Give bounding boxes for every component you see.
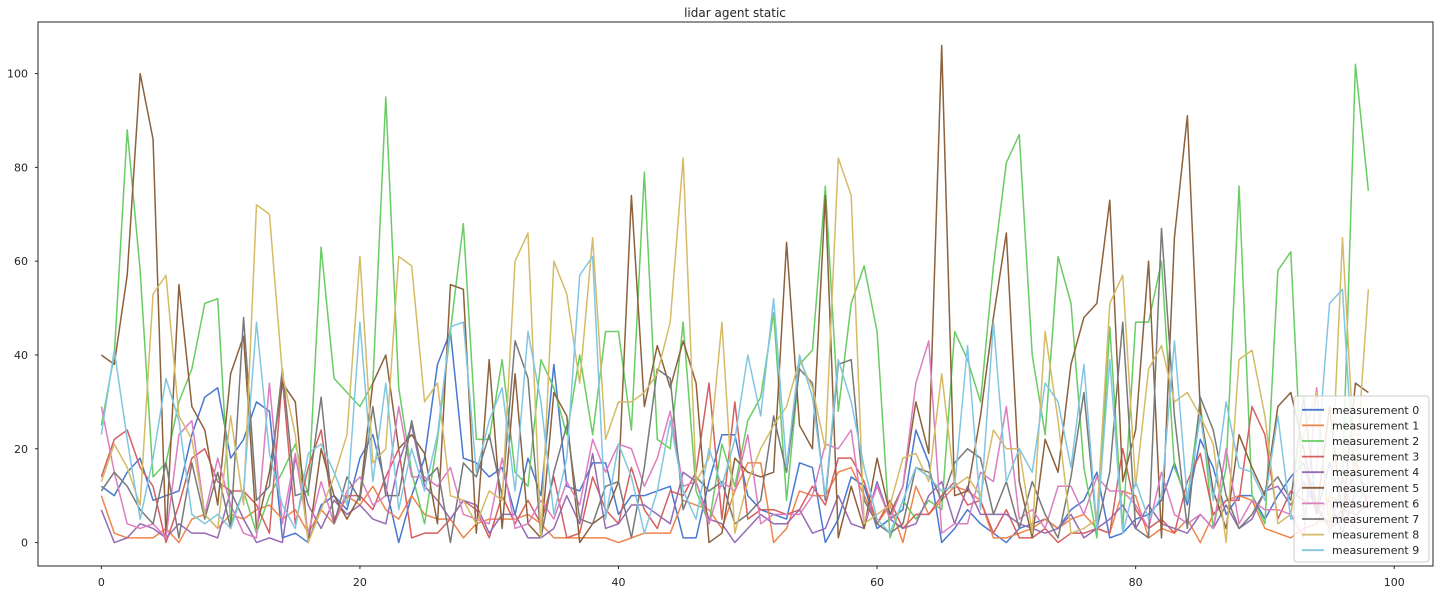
y-tick-label: 60 <box>14 255 28 268</box>
legend-label-7: measurement 7 <box>1332 513 1419 526</box>
legend-box <box>1293 395 1430 563</box>
y-tick-label: 20 <box>14 443 28 456</box>
legend-label-5: measurement 5 <box>1332 482 1419 495</box>
y-tick-label: 0 <box>21 537 28 550</box>
y-tick-label: 100 <box>7 68 28 81</box>
legend-label-3: measurement 3 <box>1332 451 1419 464</box>
series-line-8 <box>100 157 1370 544</box>
legend-label-6: measurement 6 <box>1332 497 1419 510</box>
legend: measurement 0 measurement 1 measurement 2 m… <box>1293 395 1430 563</box>
y-tick-label: 80 <box>14 161 28 174</box>
legend-label-2: measurement 2 <box>1332 435 1419 448</box>
series-line-9 <box>100 255 1369 534</box>
y-tick-label: 40 <box>14 349 28 362</box>
x-tick-label: 40 <box>611 576 625 589</box>
series-line-6 <box>100 340 1370 539</box>
legend-label-1: measurement 1 <box>1332 419 1419 432</box>
series-line-2 <box>100 63 1370 539</box>
legend-label-8: measurement 8 <box>1332 529 1419 542</box>
axes: 0 20 40 60 80 100 0 20 40 60 80 100 <box>7 68 1405 589</box>
series-line-5 <box>100 44 1369 544</box>
legend-label-4: measurement 4 <box>1332 466 1419 479</box>
x-tick-label: 60 <box>870 576 884 589</box>
legend-label-0: measurement 0 <box>1332 404 1419 417</box>
plot-frame <box>37 21 1434 567</box>
x-tick-label: 80 <box>1129 576 1143 589</box>
chart-title: lidar agent static <box>684 6 786 20</box>
plot-area <box>100 44 1370 544</box>
x-tick-label: 100 <box>1384 576 1405 589</box>
x-tick-label: 0 <box>98 576 105 589</box>
legend-label-9: measurement 9 <box>1332 544 1419 557</box>
x-tick-label: 20 <box>353 576 367 589</box>
